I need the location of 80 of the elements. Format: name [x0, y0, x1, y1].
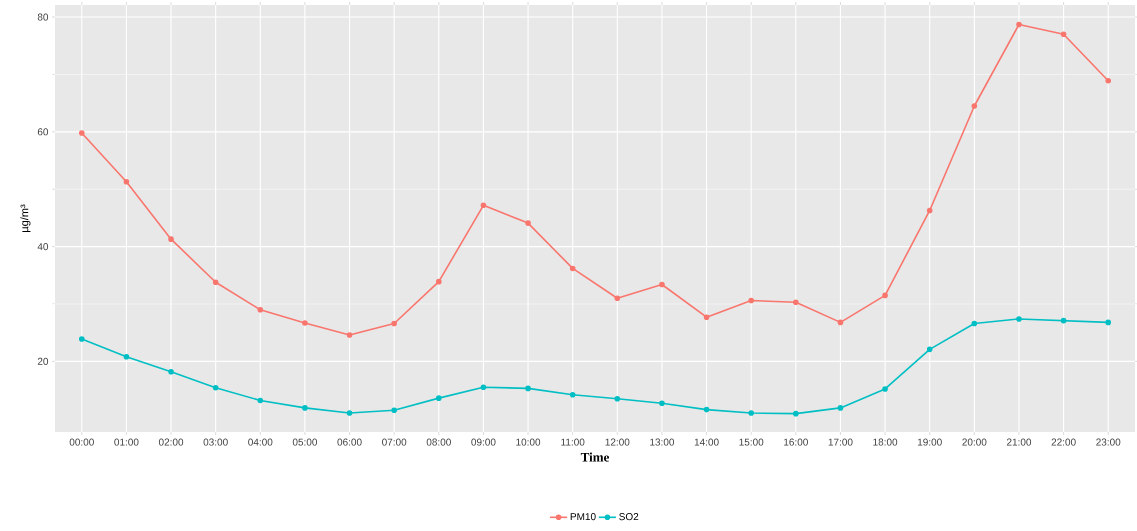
point — [436, 278, 442, 285]
point — [882, 386, 888, 392]
point — [257, 306, 264, 313]
point — [346, 332, 353, 338]
x-tick-label: 17:00 — [828, 438, 853, 446]
point — [614, 295, 621, 302]
x-tick-label: 00:00 — [69, 438, 94, 446]
point — [302, 405, 308, 411]
point — [346, 410, 353, 416]
x-tick-label: 11:00 — [561, 438, 585, 446]
point — [569, 265, 576, 272]
x-tick-label: 10:00 — [516, 438, 541, 446]
x-tick-label: 14:00 — [694, 438, 719, 446]
point — [168, 236, 174, 242]
point — [926, 346, 933, 353]
point — [525, 385, 531, 392]
point — [1060, 31, 1067, 38]
point — [168, 368, 174, 375]
x-tick-label: 12:00 — [605, 438, 630, 446]
x-axis-title: Time — [580, 452, 609, 462]
y-tick-label: 60 — [37, 128, 49, 136]
x-tick-label: 09:00 — [471, 438, 496, 446]
point — [525, 220, 531, 226]
point — [882, 292, 888, 299]
point — [748, 297, 754, 304]
point — [971, 103, 978, 109]
x-tick-label: 02:00 — [158, 438, 184, 446]
point — [257, 397, 264, 404]
point — [391, 407, 397, 413]
point — [569, 391, 576, 398]
point — [703, 406, 710, 413]
point — [78, 130, 85, 136]
x-tick-label: 03:00 — [203, 438, 228, 446]
x-tick-label: 21:00 — [1006, 438, 1032, 446]
x-tick-label: 05:00 — [292, 438, 318, 446]
x-tick-label: 08:00 — [426, 438, 451, 446]
x-tick-label: 19:00 — [917, 438, 942, 446]
x-tick-label: 15:00 — [739, 438, 764, 446]
point — [793, 299, 799, 306]
x-tick-label: 22:00 — [1051, 438, 1076, 446]
point — [926, 207, 933, 214]
point — [391, 320, 397, 327]
point — [659, 281, 665, 288]
point — [123, 178, 130, 185]
x-tick-label: 16:00 — [784, 438, 808, 446]
point — [302, 320, 308, 326]
point — [614, 395, 621, 402]
x-tick-label: 13:00 — [650, 438, 675, 446]
point — [659, 400, 665, 407]
point — [837, 319, 844, 326]
legend-label: PM10 — [570, 513, 596, 521]
point — [1105, 319, 1112, 326]
point — [436, 395, 442, 401]
x-tick-label: 07:00 — [382, 438, 407, 446]
x-tick-label: 20:00 — [962, 438, 987, 446]
point — [971, 320, 978, 327]
x-tick-label: 18:00 — [873, 438, 898, 446]
point — [123, 354, 130, 360]
point — [793, 410, 799, 417]
y-tick-label: 80 — [37, 13, 49, 21]
point — [480, 202, 487, 209]
y-tick-label: 20 — [37, 357, 49, 365]
point — [703, 314, 710, 321]
point — [837, 405, 844, 411]
y-tick-label: 40 — [37, 243, 49, 251]
point — [748, 410, 754, 416]
x-tick-label: 01:00 — [114, 438, 139, 446]
point — [1105, 77, 1112, 84]
y-axis-title: µg/m³ — [20, 204, 31, 232]
x-tick-label: 06:00 — [337, 438, 362, 446]
point — [1016, 21, 1022, 28]
point — [212, 279, 219, 285]
point — [480, 384, 487, 391]
x-tick-label: 04:00 — [248, 438, 273, 446]
point — [78, 336, 85, 342]
point — [1016, 316, 1022, 322]
x-tick-label: 23:00 — [1096, 438, 1121, 446]
point — [1060, 317, 1067, 324]
point — [212, 385, 219, 391]
legend-label: SO2 — [619, 513, 639, 521]
